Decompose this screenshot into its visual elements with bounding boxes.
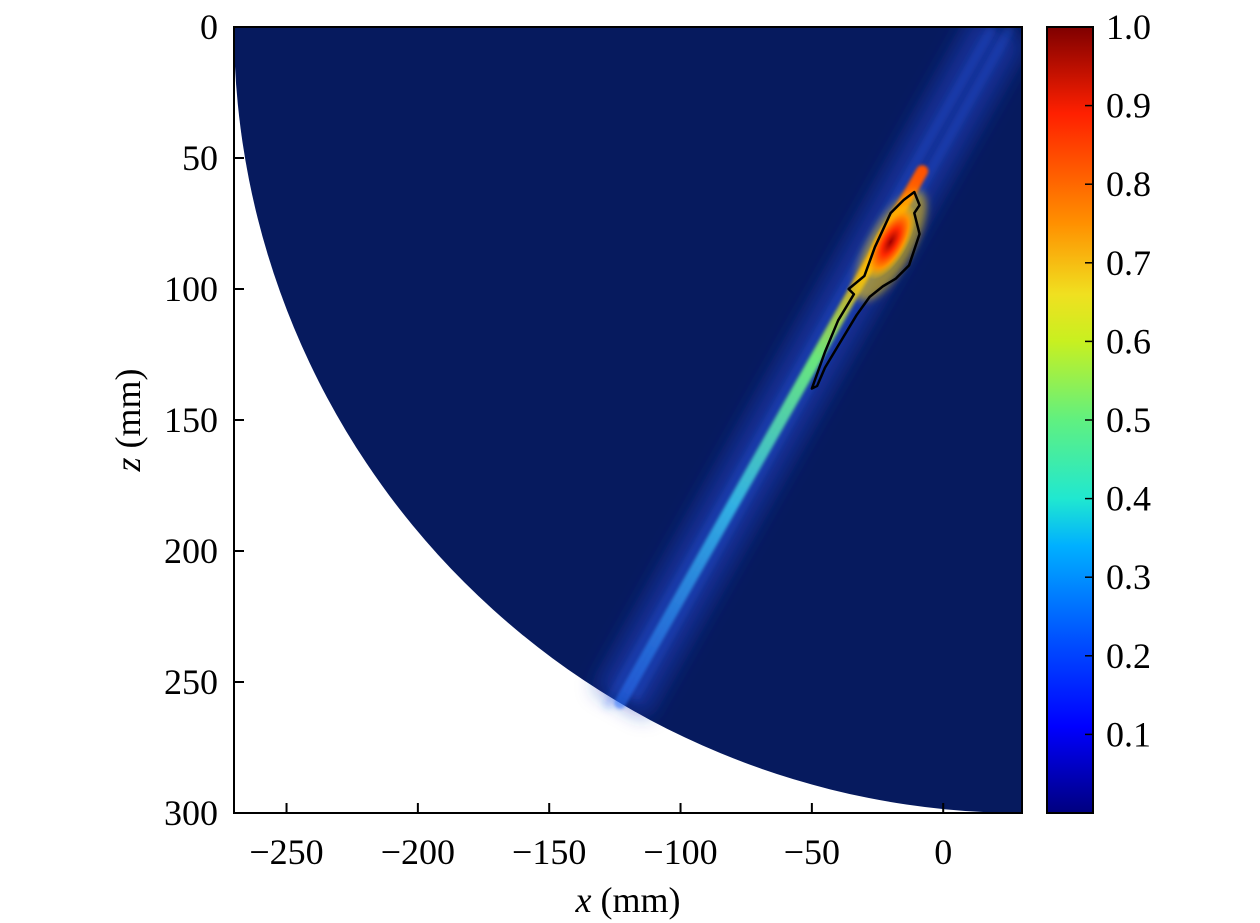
y-tick-label: 300 [164,793,218,833]
x-tick-label: −250 [249,832,323,872]
y-axis-label: z (mm) [108,369,148,473]
x-axis-label: x (mm) [575,880,681,920]
focal-peak [865,204,917,280]
colorbar-tick-label: 0.5 [1106,400,1151,440]
y-tick-label: 250 [164,662,218,702]
colorbar-tick-label: 0.3 [1106,557,1151,597]
y-axis-var: z [108,457,148,472]
y-tick-label: 100 [164,269,218,309]
y-tick-label: 200 [164,531,218,571]
x-axis-ticks: −250 −200 −150 −100 −50 0 [249,803,952,872]
colorbar-tick-label: 0.1 [1106,714,1151,754]
beam-side-lobe [603,27,996,709]
plot-area [234,27,1022,813]
colorbar-tick-label: 0.2 [1106,636,1151,676]
colorbar-ticks: 0.1 0.2 0.3 0.4 0.5 0.6 0.7 0.8 0.9 1.0 [1085,7,1151,754]
x-axis-unit: (mm) [601,880,681,920]
colorbar-tick-label: 1.0 [1106,7,1151,47]
colorbar-tick-label: 0.6 [1106,321,1151,361]
heatmap-domain [234,27,1022,813]
y-tick-label: 0 [200,7,218,47]
x-tick-label: −200 [381,832,455,872]
colorbar-tick-label: 0.4 [1106,479,1151,519]
colorbar-tick-label: 0.9 [1106,86,1151,126]
colorbar-tick-label: 0.8 [1106,164,1151,204]
colorbar-tick-label: 0.7 [1106,243,1151,283]
x-tick-label: −50 [784,832,840,872]
beam-layers [593,27,1022,718]
beam-side-lobe [631,27,1014,701]
y-tick-label: 50 [182,138,218,178]
x-tick-label: −100 [643,832,717,872]
x-tick-label: −150 [512,832,586,872]
y-axis-ticks: 0 50 100 150 200 250 300 [164,7,244,833]
y-tick-label: 150 [164,400,218,440]
colorbar: 0.1 0.2 0.3 0.4 0.5 0.6 0.7 0.8 0.9 1.0 [1046,7,1151,814]
contour-line [810,190,921,390]
x-axis-var: x [575,880,592,920]
y-axis-unit: (mm) [108,369,148,449]
x-tick-label: 0 [934,832,952,872]
